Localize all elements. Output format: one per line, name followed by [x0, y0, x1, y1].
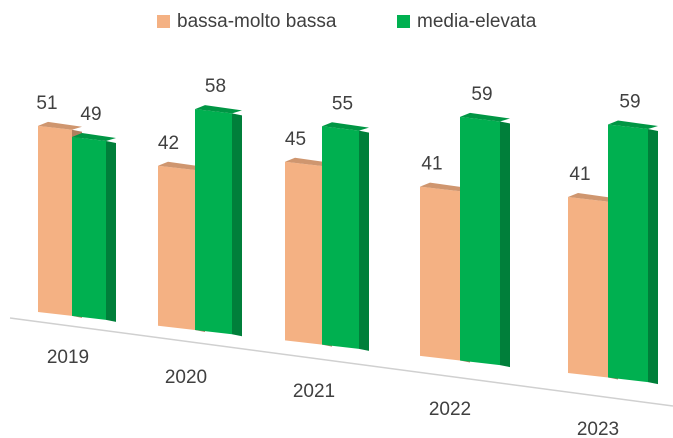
- bar-front: [195, 109, 232, 335]
- bar: [72, 133, 116, 322]
- x-tick-label: 2021: [293, 381, 335, 402]
- bar-side: [500, 121, 510, 368]
- x-tick-label: 2020: [165, 367, 207, 388]
- x-tick-label: 2023: [577, 419, 619, 438]
- legend-label: bassa-molto bassa: [177, 11, 337, 32]
- bar-top: [158, 161, 205, 171]
- bar-top: [568, 193, 618, 202]
- bar-side: [106, 140, 116, 322]
- bar: [460, 112, 510, 368]
- value-label: 41: [569, 164, 590, 185]
- bar-front: [608, 124, 648, 383]
- bar-front: [322, 126, 359, 349]
- x-tick-label: 2019: [47, 347, 89, 368]
- value-label: 45: [285, 129, 306, 150]
- value-label: 59: [619, 91, 640, 112]
- value-label: 49: [80, 104, 101, 125]
- bar-top: [460, 112, 510, 122]
- value-label: 55: [332, 93, 353, 114]
- value-label: 58: [205, 76, 226, 97]
- bar-top: [38, 121, 82, 130]
- value-label: 59: [471, 84, 492, 105]
- bar-front: [38, 125, 72, 316]
- bar-front: [158, 165, 195, 331]
- legend-swatch: [397, 15, 410, 28]
- value-label: 51: [36, 93, 57, 114]
- bar-front: [568, 197, 608, 378]
- bar-front: [285, 161, 322, 345]
- bar-side: [648, 129, 658, 385]
- bar: [608, 120, 658, 385]
- bar-top: [72, 133, 116, 141]
- bar-top: [420, 182, 470, 192]
- value-label: 42: [158, 133, 179, 154]
- bar: [322, 122, 369, 351]
- bar-top: [195, 105, 242, 114]
- bar-front: [420, 186, 460, 361]
- bar-top: [322, 122, 369, 131]
- bar-front: [460, 116, 500, 366]
- bar-top: [285, 157, 332, 167]
- bar-top: [608, 120, 658, 130]
- legend-swatch: [157, 15, 170, 28]
- bar: [195, 105, 242, 337]
- floor-line: [9, 317, 673, 407]
- bar-front: [72, 137, 106, 320]
- legend-label: media-elevata: [417, 11, 537, 32]
- x-tick-label: 2022: [429, 399, 471, 420]
- bar-side: [232, 113, 242, 337]
- bar-side: [359, 130, 369, 351]
- value-label: 41: [421, 154, 442, 175]
